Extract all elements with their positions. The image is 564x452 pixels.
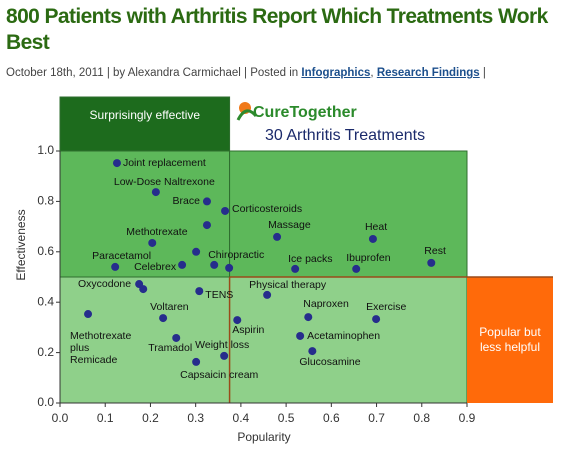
point-label: Weight loss — [195, 338, 250, 351]
point — [368, 234, 377, 243]
point-label: Glucosamine — [299, 356, 361, 369]
post-title: 800 Patients with Arthritis Report Which… — [6, 5, 548, 54]
annotation: Surprisingly effective — [89, 108, 201, 122]
byline: October 18th, 2011 | by Alexandra Carmic… — [6, 67, 486, 79]
point — [202, 221, 211, 230]
point — [151, 188, 160, 197]
chart-title: 30 Arthritis Treatments — [265, 127, 425, 144]
region-top-left — [59, 150, 231, 278]
point-label: Tramadol — [148, 341, 193, 354]
separator: , — [370, 67, 374, 79]
category-link[interactable]: Research Findings — [376, 67, 480, 79]
point-label: Exercise — [366, 301, 407, 314]
point-label: Low-Dose Naltrexone — [113, 176, 215, 189]
y-axis-title: Effectiveness — [14, 209, 28, 280]
point-label: Chiropractic — [208, 248, 265, 261]
point — [291, 264, 300, 273]
point-label: Massage — [268, 218, 311, 231]
x-tick-label: 0.5 — [278, 411, 295, 425]
point — [112, 159, 121, 168]
end: | — [482, 67, 486, 79]
region-effective — [59, 96, 231, 152]
y-tick-label: 0.0 — [37, 395, 54, 409]
point-label: Brace — [172, 195, 200, 208]
author: Alexandra Carmichael — [127, 67, 241, 79]
point-label: Capsaicin cream — [180, 368, 259, 381]
point-label: Acetaminophen — [307, 329, 381, 342]
point-label: Methotrexate — [126, 225, 188, 238]
point — [296, 331, 305, 340]
y-tick-label: 0.2 — [37, 345, 54, 359]
point-label: Heat — [364, 220, 388, 233]
point — [221, 206, 230, 215]
point-label: Corticosteroids — [232, 202, 303, 215]
point — [195, 287, 204, 296]
x-tick-label: 0.2 — [142, 411, 159, 425]
x-tick-label: 0.6 — [323, 411, 340, 425]
point-label: TENS — [205, 289, 234, 302]
x-tick-label: 0.4 — [233, 411, 250, 425]
point — [139, 285, 148, 294]
x-tick-label: 0.3 — [187, 411, 204, 425]
region-popular — [467, 277, 553, 403]
point — [210, 260, 219, 269]
point — [172, 333, 181, 342]
point — [202, 197, 211, 206]
x-tick-label: 0.8 — [413, 411, 430, 425]
x-tick-label: 0.9 — [459, 411, 476, 425]
point-label: Aspirin — [232, 324, 265, 337]
posted-in: | Posted in — [244, 67, 299, 79]
x-tick-label: 0.7 — [368, 411, 385, 425]
logo-swoosh — [236, 109, 258, 121]
point — [427, 258, 436, 267]
x-tick-label: 0.1 — [97, 411, 114, 425]
point — [308, 347, 317, 356]
x-axis-title: Popularity — [237, 430, 290, 444]
y-tick-label: 0.8 — [37, 194, 54, 208]
point — [263, 290, 272, 299]
point — [84, 310, 93, 319]
point-label: Methotrexate plus Remicade — [70, 330, 132, 367]
point-label: Ibuprofen — [346, 251, 391, 264]
point — [159, 314, 168, 323]
y-tick-label: 0.4 — [37, 294, 54, 308]
point — [178, 260, 187, 269]
point — [192, 357, 201, 366]
point-label: Naproxen — [303, 298, 349, 311]
point — [192, 247, 201, 256]
point — [352, 264, 361, 273]
annotation: Popular but less helpful — [479, 325, 541, 354]
point-label: Celebrex — [134, 260, 177, 273]
point-label: Paracetamol — [92, 249, 152, 262]
point-label: Oxycodone — [78, 278, 132, 291]
point — [304, 313, 313, 322]
by: | by — [106, 67, 126, 79]
x-tick-label: 0.0 — [52, 411, 69, 425]
point-label: Ice packs — [288, 252, 333, 265]
point-label: Physical therapy — [249, 278, 327, 291]
point — [111, 262, 120, 271]
category-link[interactable]: Infographics — [301, 67, 371, 79]
region-top-right — [229, 150, 468, 278]
date: October 18th, 2011 — [6, 67, 104, 79]
point — [148, 238, 157, 247]
point-label: Rest — [424, 244, 446, 257]
point — [372, 315, 381, 324]
brand: CureTogether — [253, 104, 357, 121]
region-bottom — [59, 276, 468, 404]
y-tick-label: 1.0 — [37, 143, 54, 157]
point — [220, 351, 229, 360]
point-label: Voltaren — [150, 301, 189, 314]
point-label: Joint replacement — [122, 157, 206, 170]
y-tick-label: 0.6 — [37, 244, 54, 258]
point — [225, 263, 234, 272]
point — [233, 316, 242, 325]
point — [273, 232, 282, 241]
